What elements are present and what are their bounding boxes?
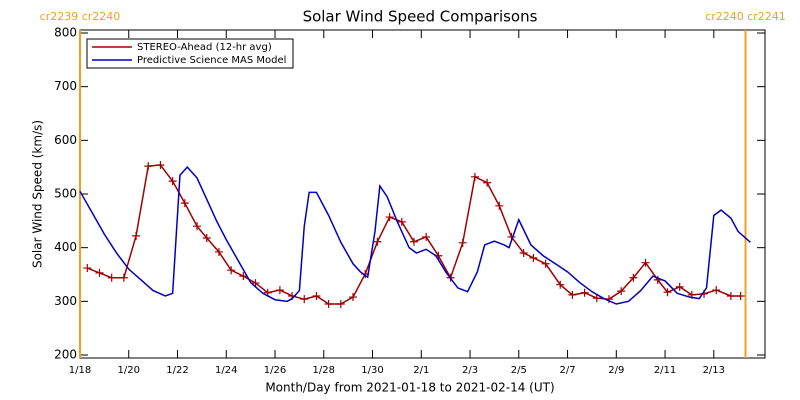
data-marker xyxy=(385,213,394,222)
legend-box xyxy=(86,38,294,69)
data-marker xyxy=(712,286,721,295)
y-tick-label: 700 xyxy=(54,79,77,93)
data-marker xyxy=(726,291,735,300)
data-marker xyxy=(409,237,418,246)
data-marker xyxy=(180,199,189,208)
data-marker xyxy=(617,287,626,296)
x-tick-label: 1/30 xyxy=(361,365,383,376)
data-marker xyxy=(629,273,638,282)
data-marker xyxy=(300,295,309,304)
data-marker xyxy=(336,300,345,309)
chart-title: Solar Wind Speed Comparisons xyxy=(303,8,538,26)
x-tick-label: 2/3 xyxy=(462,365,478,376)
data-marker xyxy=(519,249,528,258)
x-axis-label: Month/Day from 2021-01-18 to 2021-02-14 … xyxy=(265,381,554,395)
data-marker xyxy=(251,279,260,288)
y-tick-label: 200 xyxy=(54,348,77,362)
data-marker xyxy=(663,288,672,297)
legend-label: STEREO-Ahead (12-hr avg) xyxy=(137,42,272,53)
data-marker xyxy=(214,247,223,256)
data-marker xyxy=(227,266,236,275)
y-tick-label: 800 xyxy=(54,26,77,40)
data-marker xyxy=(324,300,333,309)
x-tick-label: 1/26 xyxy=(264,365,286,376)
x-tick-label: 2/5 xyxy=(511,365,527,376)
data-marker xyxy=(349,293,358,302)
data-marker xyxy=(458,238,467,247)
x-tick-label: 1/24 xyxy=(215,365,237,376)
data-marker xyxy=(119,273,128,282)
data-marker xyxy=(495,201,504,210)
data-marker xyxy=(83,264,92,273)
y-tick-label: 400 xyxy=(54,240,77,254)
x-tick-label: 1/20 xyxy=(118,365,140,376)
data-marker xyxy=(556,280,565,289)
data-marker xyxy=(483,178,492,187)
data-marker xyxy=(675,282,684,291)
data-marker xyxy=(193,222,202,231)
data-marker xyxy=(312,291,321,300)
x-tick-label: 2/13 xyxy=(703,365,725,376)
series-line xyxy=(87,164,741,305)
series-line xyxy=(79,166,751,305)
data-marker xyxy=(529,253,538,262)
y-tick-label: 300 xyxy=(54,294,77,308)
data-marker xyxy=(422,232,431,241)
legend-label: Predictive Science MAS Model xyxy=(137,55,286,66)
x-tick-label: 1/22 xyxy=(166,365,188,376)
y-tick-label: 600 xyxy=(54,133,77,147)
data-marker xyxy=(156,161,165,170)
annotation: cr2239 cr2240 xyxy=(40,10,121,23)
data-marker xyxy=(580,288,589,297)
data-marker xyxy=(541,259,550,268)
data-marker xyxy=(568,290,577,299)
data-marker xyxy=(168,177,177,186)
x-tick-label: 2/11 xyxy=(654,365,676,376)
y-axis-label: Solar Wind Speed (km/s) xyxy=(31,120,45,268)
data-marker xyxy=(95,268,104,277)
x-tick-label: 1/28 xyxy=(313,365,335,376)
data-marker xyxy=(239,272,248,281)
data-marker xyxy=(641,258,650,267)
data-marker xyxy=(107,273,116,282)
x-tick-label: 1/18 xyxy=(69,365,91,376)
y-tick-label: 500 xyxy=(54,187,77,201)
data-marker xyxy=(202,234,211,243)
data-marker xyxy=(144,162,153,171)
plot-frame xyxy=(79,29,766,359)
data-marker xyxy=(373,237,382,246)
annotation: cr2240 cr2241 xyxy=(705,10,786,23)
data-marker xyxy=(397,217,406,226)
x-tick-label: 2/9 xyxy=(608,365,624,376)
data-marker xyxy=(470,172,479,181)
data-marker xyxy=(132,231,141,240)
x-tick-label: 2/7 xyxy=(559,365,575,376)
data-marker xyxy=(275,286,284,295)
data-marker xyxy=(592,294,601,303)
data-marker xyxy=(736,291,745,300)
x-tick-label: 2/1 xyxy=(413,365,429,376)
